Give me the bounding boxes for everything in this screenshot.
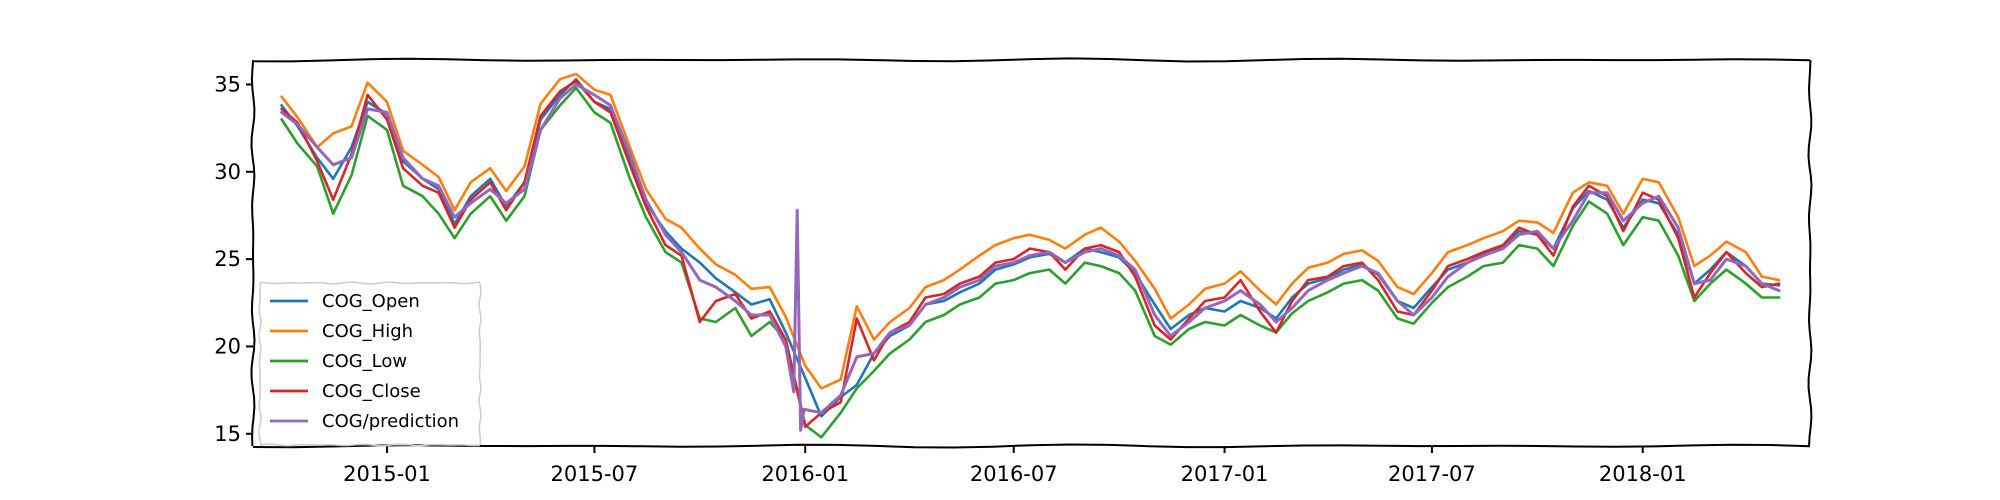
legend-label-cog-prediction: COG/prediction bbox=[322, 411, 459, 432]
axes-layer: 15 20 25 30 35 2015-01 2015-07 2016-01 2016-07 20… bbox=[214, 72, 1686, 486]
x-tick-label: 2017-01 bbox=[1181, 462, 1269, 486]
series-line-cog-low bbox=[280, 86, 1781, 439]
y-tick-label: 35 bbox=[214, 72, 241, 96]
legend-label-cog-open: COG_Open bbox=[322, 291, 420, 312]
legend-box bbox=[258, 281, 482, 447]
legend-label-cog-high: COG_High bbox=[322, 321, 413, 342]
legend-label-cog-low: COG_Low bbox=[322, 351, 407, 372]
legend: COG_Open COG_High COG_Low COG_Close COG/pred… bbox=[258, 281, 482, 447]
y-tick-label: 30 bbox=[214, 160, 241, 184]
legend-label-cog-close: COG_Close bbox=[322, 381, 421, 402]
series-line-cog-close bbox=[280, 79, 1781, 429]
x-tick-label: 2016-01 bbox=[761, 462, 849, 486]
y-tick-label: 25 bbox=[214, 247, 241, 271]
plot-frame bbox=[250, 57, 1813, 449]
series-layer bbox=[280, 72, 1781, 439]
x-tick-label: 2015-07 bbox=[551, 462, 639, 486]
series-line-cog-high bbox=[280, 72, 1781, 390]
y-tick-label: 20 bbox=[214, 334, 241, 358]
y-tick-label: 15 bbox=[214, 422, 241, 446]
x-tick-label: 2015-01 bbox=[343, 462, 431, 486]
x-tick-label: 2017-07 bbox=[1388, 462, 1476, 486]
series-line-cog-prediction bbox=[280, 83, 1781, 432]
x-tick-label: 2016-07 bbox=[970, 462, 1058, 486]
x-tick-label: 2018-01 bbox=[1599, 462, 1687, 486]
